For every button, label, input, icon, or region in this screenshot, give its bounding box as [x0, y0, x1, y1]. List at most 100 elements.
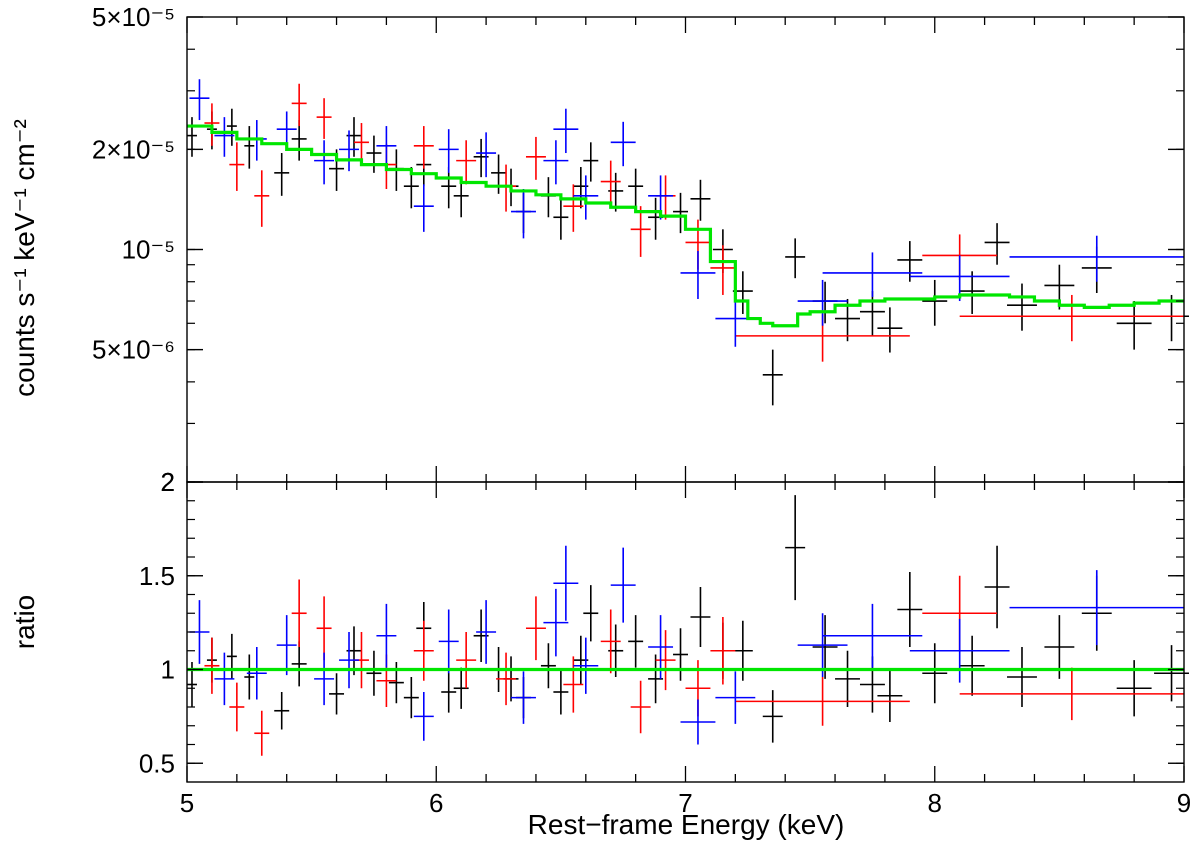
ratio-blue-point-20	[909, 618, 1010, 683]
spectrum-red-point-16	[710, 245, 736, 295]
ratio-blue-point-18	[797, 613, 848, 677]
ratio-black-point-39	[1007, 647, 1037, 707]
ratio-blue-point-10	[511, 671, 536, 724]
y-axis-label-spectrum: counts s⁻¹ keV⁻¹ cm⁻²	[9, 119, 40, 397]
ratio-black-point-29	[762, 690, 783, 743]
xtick-label-3: 8	[928, 788, 942, 818]
ratio-black-point-6	[329, 673, 345, 715]
spectrum-red-point-2	[254, 170, 270, 227]
ratio-black-point-37	[959, 635, 985, 696]
ratio-red-point-4	[316, 596, 332, 661]
spectrum-blue-point-9	[476, 132, 497, 178]
ratio-black-point-4	[274, 692, 290, 730]
spectrum-black-point-37	[959, 271, 985, 314]
ratio-blue-point-17	[715, 671, 756, 724]
ratio-ytick-label-2: 1.5	[139, 561, 175, 591]
ratio-black-point-2	[226, 633, 237, 679]
xtick-label-2: 7	[678, 788, 692, 818]
ratio-red-point-1	[229, 682, 245, 732]
spectrum-black-point-21	[583, 142, 599, 182]
spectrum-black-point-2	[226, 108, 237, 146]
spectrum-black-point-38	[984, 223, 1010, 265]
ratio-red-point-16	[710, 617, 736, 685]
spectrum-blue-point-1	[214, 117, 235, 157]
ratio-red-point-13	[630, 680, 651, 734]
ratio-black-point-32	[835, 650, 860, 707]
ratio-red-point-12	[600, 609, 621, 674]
spectrum-red-point-5	[353, 123, 369, 165]
spectrum-red-point-3	[291, 83, 307, 127]
ratio-blue-point-16	[680, 699, 716, 745]
ratio-blue-point-1	[214, 652, 235, 706]
ratio-ytick-label-0: 0.5	[139, 748, 175, 778]
ratio-red-point-9	[496, 652, 517, 706]
ratio-red-point-14	[655, 630, 676, 691]
ratio-blue-point-19	[822, 603, 923, 668]
spectrum-red-point-13	[630, 206, 651, 257]
ratio-black-point-12	[441, 671, 457, 713]
ratio-black-point-8	[366, 650, 382, 696]
spectrum-blue-point-6	[376, 126, 397, 169]
spectrum-black-point-12	[441, 167, 457, 209]
spectrum-black-point-5	[291, 120, 307, 161]
y-axis-label-ratio: ratio	[9, 595, 40, 649]
spectrum-black-point-35	[897, 241, 923, 282]
ratio-black-point-30	[785, 495, 806, 601]
spectrum-blue-point-7	[413, 184, 434, 232]
xtick-label-1: 6	[429, 788, 443, 818]
spectrum-black-point-19	[553, 197, 569, 240]
spectrum-black-point-0	[187, 117, 197, 157]
ratio-red-point-3	[291, 579, 307, 647]
spectrum-red-point-19	[959, 294, 1184, 342]
spectrum-black-point-33	[859, 291, 885, 336]
spectrum-black-point-36	[922, 279, 948, 326]
spectrum-black-point-30	[785, 238, 806, 279]
ratio-blue-point-9	[476, 600, 497, 664]
ratio-black-point-25	[673, 628, 688, 681]
spectrum-ytick-label-4: 5×10⁻⁵	[92, 2, 175, 32]
ratio-red-point-8	[456, 632, 477, 689]
ratio-black-point-19	[553, 669, 569, 715]
spectrum-ytick-label-0: 2	[161, 467, 175, 497]
ratio-red-point-2	[254, 710, 270, 756]
spectrum-red-point-8	[456, 140, 477, 185]
ratio-red-point-0	[204, 637, 220, 694]
x-axis-label: Rest−frame Energy (keV)	[528, 809, 845, 840]
ratio-black-point-38	[984, 545, 1010, 629]
ratio-black-point-43	[1154, 645, 1189, 702]
ratio-blue-point-7	[413, 692, 434, 741]
spectrum-blue-point-18	[797, 279, 848, 326]
spectrum-ytick-label-1: 5×10⁻⁶	[92, 335, 175, 365]
spectrum-blue-point-11	[543, 140, 569, 185]
spectrum-blue-point-12	[553, 108, 579, 154]
ratio-blue-point-2	[246, 647, 267, 700]
spectrum-blue-point-4	[314, 140, 335, 185]
ratio-blue-point-13	[573, 637, 599, 694]
spectrum-black-point-26	[690, 179, 711, 221]
spectrum-red-point-12	[600, 160, 621, 207]
spectrum-red-point-7	[413, 126, 434, 169]
ratio-black-point-35	[897, 572, 923, 647]
spectrum-red-point-1	[229, 142, 245, 191]
spectrum-black-point-23	[628, 168, 644, 207]
ratio-black-point-18	[540, 643, 556, 689]
spectrum-red-point-11	[563, 184, 584, 232]
ratio-black-point-36	[922, 643, 948, 704]
spectrum-ytick-label-2: 10⁻⁵	[122, 235, 175, 265]
spectrum-black-point-39	[1007, 283, 1037, 331]
spectrum-black-point-3	[244, 126, 255, 169]
spectrum-red-point-4	[316, 98, 332, 139]
ratio-ytick-label-3: 2	[161, 467, 175, 497]
spectrum-black-point-25	[673, 192, 688, 234]
ratio-black-point-23	[628, 615, 644, 668]
ratio-black-point-21	[583, 585, 599, 642]
ratio-blue-point-6	[376, 603, 397, 668]
spectrum-black-point-29	[762, 349, 783, 406]
spectrum-blue-point-5	[339, 130, 359, 172]
ratio-blue-point-3	[276, 615, 297, 676]
spectrum-blue-point-14	[610, 121, 636, 167]
spectrum-blue-point-8	[438, 129, 459, 173]
ratio-blue-point-4	[314, 652, 335, 706]
spectrum-red-point-10	[525, 136, 546, 180]
